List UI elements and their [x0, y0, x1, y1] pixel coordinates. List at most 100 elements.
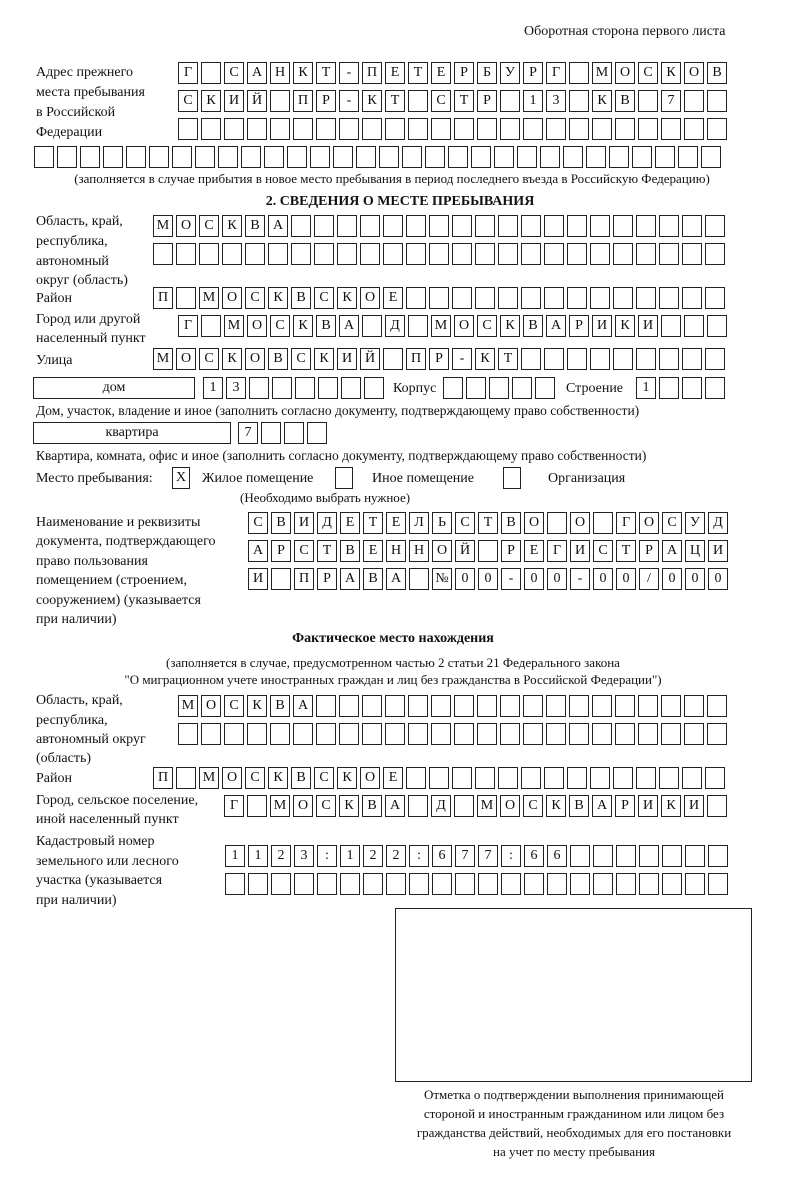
cadastre-row-2[interactable]: [225, 873, 731, 895]
char-cell[interactable]: С: [224, 62, 244, 84]
char-cell[interactable]: [364, 377, 384, 399]
char-cell[interactable]: О: [432, 540, 452, 562]
char-cell[interactable]: [287, 146, 307, 168]
char-cell[interactable]: М: [592, 62, 612, 84]
char-cell[interactable]: [176, 243, 196, 265]
char-cell[interactable]: :: [317, 845, 337, 867]
char-cell[interactable]: [632, 146, 652, 168]
char-cell[interactable]: О: [222, 287, 242, 309]
char-cell[interactable]: [638, 695, 658, 717]
char-cell[interactable]: 7: [238, 422, 258, 444]
char-cell[interactable]: Г: [616, 512, 636, 534]
char-cell[interactable]: И: [708, 540, 728, 562]
char-cell[interactable]: 0: [547, 568, 567, 590]
char-cell[interactable]: [636, 767, 656, 789]
char-cell[interactable]: [429, 215, 449, 237]
char-cell[interactable]: [593, 873, 613, 895]
char-cell[interactable]: [501, 873, 521, 895]
char-cell[interactable]: С: [455, 512, 475, 534]
char-cell[interactable]: [707, 315, 727, 337]
char-cell[interactable]: [540, 146, 560, 168]
char-cell[interactable]: К: [268, 287, 288, 309]
char-cell[interactable]: Р: [454, 62, 474, 84]
char-cell[interactable]: [477, 723, 497, 745]
char-cell[interactable]: [639, 873, 659, 895]
char-cell[interactable]: О: [176, 215, 196, 237]
char-cell[interactable]: К: [293, 315, 313, 337]
char-cell[interactable]: [406, 287, 426, 309]
char-cell[interactable]: А: [248, 540, 268, 562]
char-cell[interactable]: [408, 118, 428, 140]
char-cell[interactable]: [454, 118, 474, 140]
char-cell[interactable]: [547, 873, 567, 895]
char-cell[interactable]: К: [314, 348, 334, 370]
char-cell[interactable]: [521, 243, 541, 265]
char-cell[interactable]: С: [662, 512, 682, 534]
char-cell[interactable]: С: [270, 315, 290, 337]
char-cell[interactable]: [567, 348, 587, 370]
char-cell[interactable]: [103, 146, 123, 168]
char-cell[interactable]: [356, 146, 376, 168]
char-cell[interactable]: [224, 118, 244, 140]
building-row[interactable]: 1: [636, 377, 728, 399]
char-cell[interactable]: [402, 146, 422, 168]
char-cell[interactable]: [707, 795, 727, 817]
char-cell[interactable]: Н: [270, 62, 290, 84]
char-cell[interactable]: [452, 243, 472, 265]
char-cell[interactable]: К: [337, 767, 357, 789]
char-cell[interactable]: [341, 377, 361, 399]
char-cell[interactable]: [307, 422, 327, 444]
char-cell[interactable]: [337, 243, 357, 265]
char-cell[interactable]: П: [153, 287, 173, 309]
char-cell[interactable]: [638, 723, 658, 745]
char-cell[interactable]: [310, 146, 330, 168]
char-cell[interactable]: Й: [360, 348, 380, 370]
char-cell[interactable]: К: [615, 315, 635, 337]
char-cell[interactable]: [431, 723, 451, 745]
char-cell[interactable]: С: [314, 287, 334, 309]
doc-row-3[interactable]: И П Р А В А № 0 0-0 0-0 0/0 0 0: [248, 568, 731, 590]
char-cell[interactable]: [498, 243, 518, 265]
char-cell[interactable]: К: [268, 767, 288, 789]
char-cell[interactable]: О: [176, 348, 196, 370]
char-cell[interactable]: [682, 215, 702, 237]
char-cell[interactable]: К: [339, 795, 359, 817]
char-cell[interactable]: [684, 315, 704, 337]
char-cell[interactable]: [705, 348, 725, 370]
char-cell[interactable]: П: [294, 568, 314, 590]
char-cell[interactable]: 2: [386, 845, 406, 867]
char-cell[interactable]: И: [638, 795, 658, 817]
char-cell[interactable]: Л: [409, 512, 429, 534]
char-cell[interactable]: [225, 873, 245, 895]
char-cell[interactable]: Н: [386, 540, 406, 562]
char-cell[interactable]: [291, 215, 311, 237]
house-type-field[interactable]: дом: [33, 377, 195, 399]
korpus-row[interactable]: [443, 377, 558, 399]
char-cell[interactable]: [592, 723, 612, 745]
char-cell[interactable]: А: [386, 568, 406, 590]
char-cell[interactable]: Б: [477, 62, 497, 84]
char-cell[interactable]: -: [339, 62, 359, 84]
char-cell[interactable]: [535, 377, 555, 399]
char-cell[interactable]: Г: [546, 62, 566, 84]
char-cell[interactable]: [339, 723, 359, 745]
char-cell[interactable]: [201, 315, 221, 337]
char-cell[interactable]: [705, 215, 725, 237]
char-cell[interactable]: [383, 243, 403, 265]
char-cell[interactable]: К: [247, 695, 267, 717]
char-cell[interactable]: [431, 118, 451, 140]
char-cell[interactable]: [272, 377, 292, 399]
char-cell[interactable]: [500, 90, 520, 112]
char-cell[interactable]: С: [523, 795, 543, 817]
char-cell[interactable]: Г: [547, 540, 567, 562]
char-cell[interactable]: [682, 243, 702, 265]
char-cell[interactable]: [362, 723, 382, 745]
char-cell[interactable]: 1: [523, 90, 543, 112]
stay-residential-checkbox[interactable]: X: [172, 467, 190, 489]
char-cell[interactable]: С: [291, 348, 311, 370]
char-cell[interactable]: С: [431, 90, 451, 112]
char-cell[interactable]: [176, 767, 196, 789]
